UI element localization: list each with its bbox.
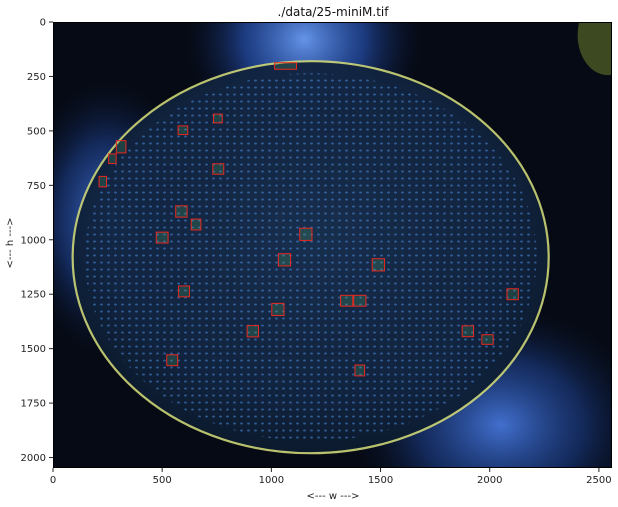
detection-box	[340, 294, 354, 307]
detection-box	[371, 258, 385, 272]
y-tick-label: 500	[27, 126, 46, 137]
x-axis-ticks: 0 500 1000 1500 2000 2500	[50, 468, 612, 486]
chart-title: ./data/25-miniM.tif	[278, 5, 390, 19]
detection-box	[461, 325, 475, 338]
detection-box	[175, 205, 188, 218]
detection-box	[178, 285, 190, 298]
micrograph-image	[53, 22, 612, 468]
detection-box	[274, 62, 297, 70]
y-axis-label: <--- h --->	[5, 217, 16, 268]
y-tick-label: 750	[27, 181, 46, 192]
x-tick-label: 1500	[368, 475, 393, 486]
x-axis-label: <--- w --->	[307, 491, 360, 502]
y-tick-label: 0	[40, 18, 46, 29]
x-tick-label: 1000	[259, 475, 284, 486]
detection-box	[354, 364, 366, 377]
x-tick-label: 2000	[477, 475, 502, 486]
detection-box	[271, 302, 285, 317]
detection-box	[98, 175, 107, 188]
detection-box	[212, 163, 225, 175]
y-tick-label: 1750	[21, 399, 46, 410]
detection-box	[108, 153, 117, 165]
detection-box	[212, 113, 223, 124]
dish-rim	[71, 60, 550, 455]
y-tick-label: 2000	[21, 453, 46, 464]
x-tick-label: 500	[153, 475, 172, 486]
detection-box	[277, 253, 292, 267]
detection-box	[353, 294, 367, 307]
green-glow-corner	[577, 22, 612, 76]
detection-box	[190, 218, 202, 231]
detection-box	[299, 227, 313, 241]
detection-box	[481, 334, 494, 345]
detection-box	[115, 140, 127, 154]
detection-box	[166, 354, 179, 367]
y-tick-label: 250	[27, 72, 46, 83]
plot-frame	[53, 22, 612, 468]
x-tick-label: 0	[50, 475, 56, 486]
y-tick-label: 1500	[21, 344, 46, 355]
y-tick-label: 1250	[21, 290, 46, 301]
annotation-boxes	[98, 62, 519, 377]
y-axis-ticks: 0 250 500 750 1000 1250 1500 1750 2000	[21, 18, 53, 464]
detection-box	[177, 125, 189, 136]
y-tick-label: 1000	[21, 235, 46, 246]
x-tick-label: 2500	[586, 475, 611, 486]
detection-box	[246, 325, 259, 338]
detection-box	[155, 231, 169, 244]
detection-box	[506, 288, 519, 301]
dot-array	[84, 73, 537, 442]
